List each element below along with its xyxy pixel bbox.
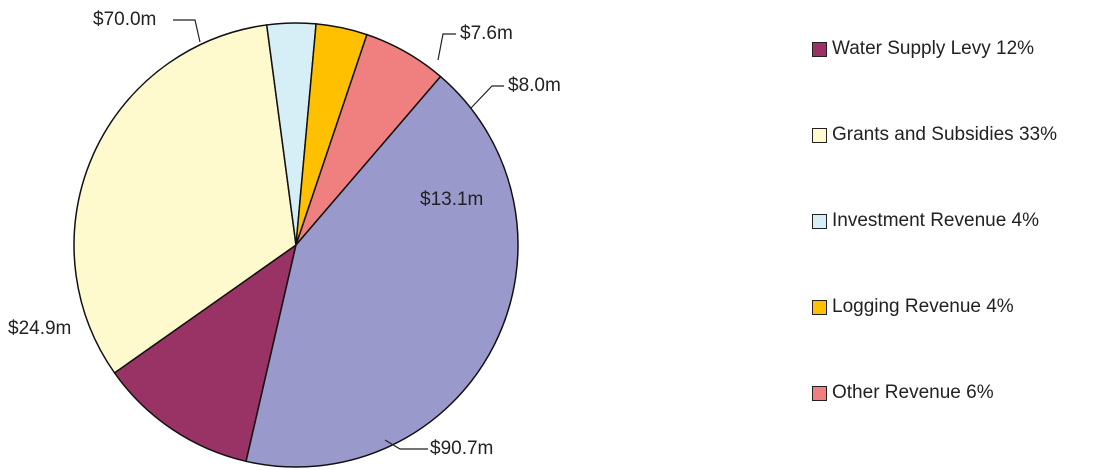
data-label: $8.0m [508,75,561,96]
legend-swatch [812,385,827,401]
legend-label: Investment Revenue 4% [832,210,1040,231]
legend: Water Supply Levy 12% Grants and Subsidi… [812,38,1092,468]
data-label: $24.9m [8,318,71,339]
pie-slice [73,24,297,374]
legend-swatch [812,127,827,143]
legend-label: Other Revenue 6% [832,382,994,403]
legend-item-water-supply-levy: Water Supply Levy 12% [812,38,1092,60]
leader-line [173,19,201,43]
legend-swatch [812,213,827,229]
legend-label: Grants and Subsidies 33% [832,124,1057,145]
legend-item-grants-and-subsidies: Grants and Subsidies 33% [812,124,1092,146]
legend-swatch [812,41,827,57]
legend-label: Water Supply Levy 12% [832,38,1035,59]
pie-slice [113,243,298,463]
leader-line [437,33,456,61]
data-label: $7.6m [460,23,513,44]
data-label: $90.7m [430,438,493,459]
data-label: $13.1m [420,189,483,210]
legend-item-other-revenue: Other Revenue 6% [812,382,1092,404]
pie-slice [245,75,519,468]
pie-chart: $24.9m $70.0m $7.6m $8.0m $13.1m $90.7m [8,9,561,468]
leader-line [384,439,428,450]
legend-item-logging-revenue: Logging Revenue 4% [812,296,1092,318]
leader-line [470,85,504,109]
legend-swatch [812,299,827,315]
legend-label: Logging Revenue 4% [832,296,1014,317]
legend-item-investment-revenue: Investment Revenue 4% [812,210,1092,232]
data-label: $70.0m [93,9,156,30]
